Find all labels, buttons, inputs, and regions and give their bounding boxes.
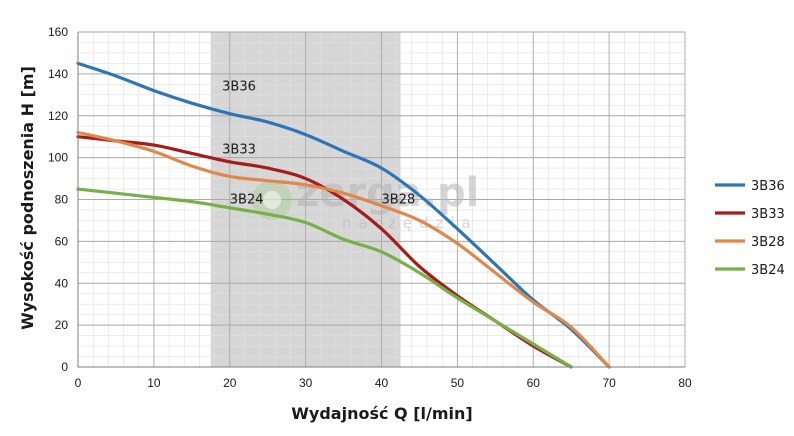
- curve-label-3B33: 3B33: [222, 142, 256, 157]
- y-tick-label: 60: [55, 234, 69, 248]
- y-tick-label: 0: [61, 360, 68, 374]
- watermark-subtext: narzędzia: [342, 214, 478, 232]
- x-tick-label: 10: [147, 376, 161, 390]
- y-tick-label: 100: [48, 151, 68, 165]
- series-lines: [76, 61, 611, 369]
- legend-label-3B28: 3B28: [751, 235, 785, 250]
- legend-label-3B24: 3B24: [751, 263, 785, 278]
- series-line-3B24: [76, 187, 573, 369]
- x-tick-label: 30: [299, 376, 313, 390]
- y-tick-label: 80: [55, 193, 69, 207]
- x-tick-label: 40: [375, 376, 389, 390]
- x-tick-label: 20: [223, 376, 237, 390]
- x-tick-label: 70: [602, 376, 616, 390]
- x-tick-label: 60: [527, 376, 541, 390]
- y-tick-labels: 0 20 40 60 80 100 120 140 160: [48, 25, 68, 374]
- x-tick-label: 50: [451, 376, 465, 390]
- series-line-3B28: [76, 130, 611, 369]
- curve-label-3B36: 3B36: [222, 80, 256, 95]
- curve-label-3B28: 3B28: [382, 193, 416, 208]
- legend-label-3B33: 3B33: [751, 207, 785, 222]
- x-axis-title: Wydajność Q [l/min]: [291, 404, 472, 423]
- x-tick-labels: 0 10 20 30 40 50 60 70 80: [75, 376, 692, 390]
- major-gridlines: [77, 31, 686, 368]
- x-tick-label: 0: [75, 376, 82, 390]
- curve-labels: 3B36 3B33 3B24 3B28: [222, 80, 415, 208]
- y-axis-title: Wysokość podnoszenia H [m]: [18, 66, 37, 330]
- series-line-3B36: [76, 61, 611, 369]
- y-tick-label: 120: [48, 109, 68, 123]
- legend: 3B36 3B33 3B28 3B24: [715, 179, 785, 278]
- y-tick-label: 20: [55, 318, 69, 332]
- axes: [77, 32, 685, 368]
- x-tick-label: 80: [678, 376, 692, 390]
- y-tick-label: 160: [48, 25, 68, 39]
- curve-label-3B24: 3B24: [230, 193, 264, 208]
- y-tick-label: 140: [48, 67, 68, 81]
- legend-label-3B36: 3B36: [751, 179, 785, 194]
- y-tick-label: 40: [55, 276, 69, 290]
